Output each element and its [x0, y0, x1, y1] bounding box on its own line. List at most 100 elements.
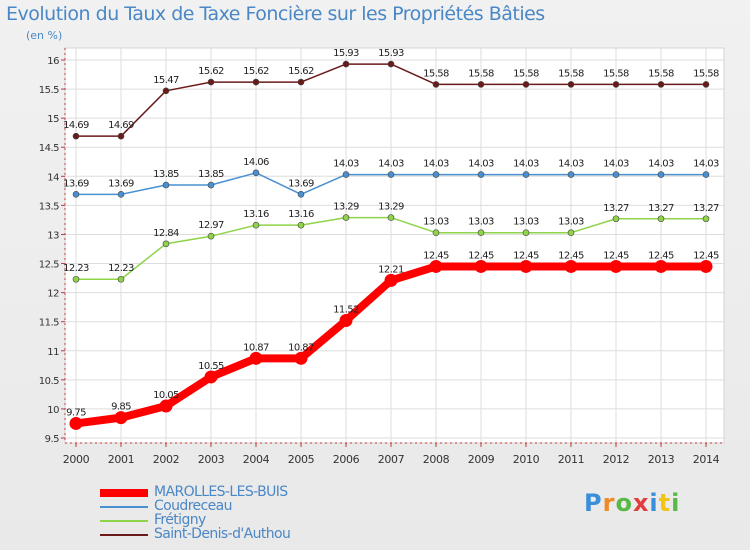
- data-point: [519, 259, 533, 273]
- data-point: [207, 232, 215, 240]
- x-tick-label: 2013: [648, 453, 675, 466]
- data-label: 15.62: [288, 66, 314, 77]
- x-tick-label: 2002: [153, 453, 179, 466]
- x-tick-label: 2008: [423, 453, 450, 466]
- y-tick-label: 11.5: [39, 318, 59, 329]
- data-point: [117, 191, 125, 198]
- data-label: 15.58: [603, 68, 629, 79]
- data-point: [432, 81, 440, 88]
- data-point: [342, 214, 350, 221]
- data-point: [657, 215, 665, 223]
- data-point: [477, 171, 485, 178]
- logo-letter: x: [632, 489, 650, 517]
- data-point: [117, 275, 125, 283]
- data-label: 14.69: [108, 120, 134, 131]
- data-point: [162, 181, 170, 189]
- data-point: [72, 191, 80, 198]
- data-label: 13.27: [603, 203, 629, 214]
- data-point: [159, 399, 173, 413]
- data-label: 12.23: [63, 263, 89, 274]
- data-label: 13.29: [333, 202, 359, 213]
- data-label: 14.69: [63, 120, 89, 131]
- data-label: 14.03: [693, 159, 719, 170]
- data-point: [384, 273, 398, 287]
- data-label: 12.45: [513, 250, 539, 261]
- data-label: 15.58: [693, 68, 719, 79]
- data-point: [657, 81, 665, 88]
- data-point: [429, 259, 443, 273]
- data-point: [162, 87, 170, 95]
- data-point: [564, 259, 578, 273]
- data-label: 15.58: [558, 68, 584, 79]
- y-tick-label: 15.5: [39, 85, 59, 96]
- data-point: [477, 81, 485, 88]
- data-label: 10.55: [198, 361, 224, 372]
- data-point: [114, 411, 128, 425]
- data-point: [297, 221, 305, 229]
- data-label: 11.52: [333, 305, 359, 316]
- proxiti-logo: Proxiti: [584, 489, 680, 517]
- data-label: 15.58: [513, 68, 539, 79]
- data-label: 15.93: [378, 48, 404, 59]
- data-label: 13.16: [288, 209, 314, 220]
- data-label: 13.03: [468, 217, 494, 228]
- logo-letter: i: [649, 489, 659, 517]
- chart-subtitle: (en %): [26, 29, 63, 42]
- logo-letter: o: [615, 489, 633, 517]
- legend-swatch-marolles: [100, 489, 148, 497]
- x-tick-label: 2003: [198, 453, 225, 466]
- data-label: 12.45: [423, 250, 449, 261]
- data-point: [522, 171, 530, 178]
- x-tick-label: 2012: [603, 453, 629, 466]
- data-label: 13.69: [63, 178, 89, 189]
- data-point: [387, 171, 395, 178]
- data-label: 13.03: [558, 217, 584, 228]
- data-point: [702, 81, 710, 88]
- data-point: [297, 78, 305, 86]
- data-label: 14.06: [243, 157, 269, 168]
- data-label: 12.23: [108, 263, 134, 274]
- data-label: 10.87: [243, 342, 269, 353]
- data-point: [297, 191, 305, 198]
- data-label: 9.85: [111, 402, 131, 413]
- x-tick-label: 2004: [243, 453, 270, 466]
- data-point: [477, 229, 485, 237]
- data-point: [294, 351, 308, 365]
- data-label: 14.03: [603, 159, 629, 170]
- data-label: 14.03: [378, 159, 404, 170]
- y-tick-label: 11: [47, 347, 59, 358]
- y-tick-label: 14: [47, 172, 59, 183]
- plot-area: [64, 47, 725, 444]
- data-point: [207, 181, 215, 189]
- legend-label: Frétigny: [154, 512, 206, 528]
- data-label: 15.62: [198, 66, 224, 77]
- data-point: [342, 60, 350, 68]
- data-label: 13.27: [648, 203, 674, 214]
- data-point: [567, 171, 575, 178]
- data-label: 15.47: [153, 75, 179, 86]
- legend-label: Saint-Denis-d'Authou: [154, 526, 291, 542]
- logo-letter: P: [584, 489, 603, 517]
- data-label: 14.03: [513, 159, 539, 170]
- x-tick-label: 2000: [63, 453, 90, 466]
- data-label: 13.69: [288, 178, 314, 189]
- x-tick-label: 2010: [513, 453, 540, 466]
- data-point: [339, 314, 353, 328]
- data-point: [432, 171, 440, 178]
- x-tick-label: 2001: [108, 453, 134, 466]
- data-point: [657, 171, 665, 178]
- data-label: 12.45: [603, 250, 629, 261]
- y-tick-label: 12.5: [39, 260, 59, 271]
- legend-label: Coudreceau: [154, 498, 233, 514]
- data-point: [252, 221, 260, 229]
- data-point: [162, 240, 170, 248]
- data-label: 13.03: [513, 217, 539, 228]
- data-label: 14.03: [468, 159, 494, 170]
- x-tick-label: 2007: [378, 453, 405, 466]
- data-label: 12.45: [648, 250, 674, 261]
- data-point: [342, 171, 350, 178]
- x-tick-label: 2006: [333, 453, 360, 466]
- data-label: 12.45: [693, 250, 719, 261]
